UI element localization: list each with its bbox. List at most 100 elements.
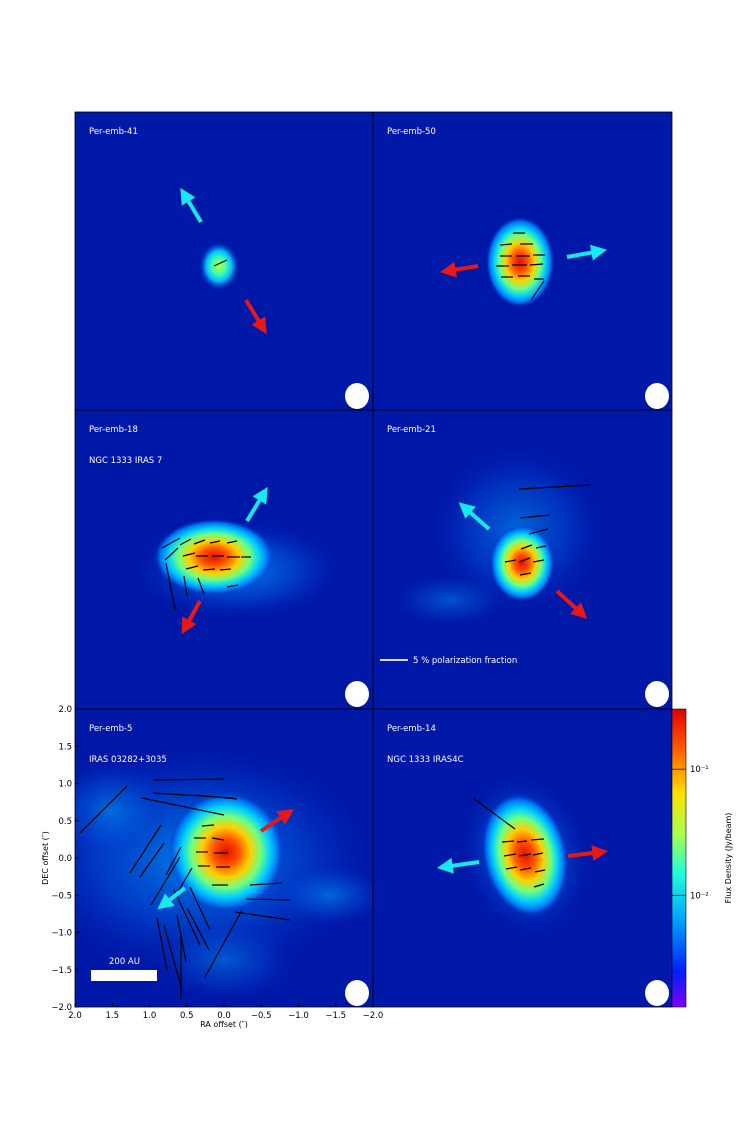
red-outflow-arrow (244, 298, 267, 335)
polarization-legend-label: 5 % polarization fraction (413, 656, 517, 666)
y-tick-label: −1.0 (51, 929, 72, 939)
polarization-vector (194, 794, 238, 800)
red-outflow-arrow (181, 600, 202, 635)
blue-outflow-arrow (436, 857, 480, 874)
blue-outflow-arrow (180, 187, 203, 224)
polarization-vectors (79, 778, 291, 1000)
panel-per-emb-50 (373, 112, 672, 410)
colorbar-label: Flux Density (Jy/beam) (724, 813, 733, 904)
polarization-vector (529, 263, 544, 266)
dust-halo (275, 865, 373, 925)
panel-subtitle: IRAS 03282+3035 (89, 755, 167, 765)
panel-per-emb-18 (75, 410, 373, 709)
polarization-vectors (161, 537, 251, 611)
y-tick-label: −2.0 (51, 1003, 72, 1013)
blue-outflow-arrow (245, 486, 268, 523)
polarization-vector (534, 869, 546, 873)
panel-title: Per-emb-14 (387, 724, 436, 734)
scalebar (91, 970, 157, 981)
panel-per-emb-14 (373, 709, 672, 1007)
colorbar-tick-label: 10⁻² (690, 891, 709, 901)
colorbar-tick-label: 10⁻¹ (690, 765, 709, 775)
y-tick-label: −0.5 (51, 891, 72, 901)
polarization-vector (211, 837, 225, 841)
polarization-vector (141, 797, 225, 816)
dust-halo (395, 575, 505, 625)
beam-ellipse (345, 980, 369, 1006)
polarization-vector (518, 484, 591, 490)
polarization-vector (504, 559, 517, 563)
panel-per-emb-5 (75, 709, 373, 1007)
polarization-vector (150, 856, 181, 906)
panel-title: Per-emb-50 (387, 127, 436, 137)
polarization-vector (165, 846, 182, 876)
y-tick-label: 1.5 (58, 742, 72, 752)
red-outflow-arrow (259, 809, 294, 833)
y-tick-label: 0.5 (58, 817, 72, 827)
blue-outflow-arrow (458, 502, 491, 531)
polarization-vector (530, 280, 545, 301)
polarization-vector (249, 882, 283, 886)
red-outflow-arrow (439, 261, 479, 278)
polarization-vector (501, 840, 515, 843)
beam-ellipse (345, 681, 369, 707)
panel-title: Per-emb-18 (89, 425, 138, 435)
polarization-vector (213, 259, 228, 267)
polarization-vector (202, 568, 216, 571)
y-axis: 2.0 1.5 1.0 0.5 0.0 −0.5 −1.0 −1.5 −2.0 (51, 705, 79, 1013)
polarization-vector (226, 584, 239, 588)
polarization-vector (182, 552, 196, 557)
polarization-vector (139, 842, 165, 878)
polarization-vector (156, 917, 168, 971)
polarization-vector (193, 539, 206, 545)
polarization-vector (186, 907, 210, 951)
beam-ellipse (645, 980, 669, 1006)
dust-emission (486, 217, 554, 307)
polarization-vector (152, 778, 225, 781)
beam-ellipse (345, 383, 369, 409)
polarization-vector (209, 540, 221, 544)
polarization-vector (79, 785, 128, 834)
polarization-vectors (472, 797, 546, 888)
polarization-vector (528, 528, 549, 535)
polarization-vector (533, 883, 545, 888)
polarization-vector (164, 547, 179, 561)
polarization-vector (179, 538, 192, 546)
red-outflow-arrow (567, 845, 609, 862)
polarization-vector (519, 867, 532, 871)
x-tick-label: −2.0 (363, 1011, 384, 1021)
panel-title: Per-emb-21 (387, 425, 436, 435)
polarization-vector (503, 853, 517, 857)
panel-per-emb-41 (75, 112, 373, 410)
polarization-vector (197, 577, 205, 595)
dust-halo (155, 920, 295, 1000)
polarization-vector (161, 537, 181, 549)
polarization-vector (173, 889, 201, 946)
polarization-vector (499, 243, 513, 246)
beam-ellipse (645, 681, 669, 707)
x-tick-label: 1.5 (105, 1011, 119, 1021)
polarization-vector (189, 886, 211, 931)
y-tick-label: −1.5 (51, 966, 72, 976)
polarization-vector (245, 898, 291, 901)
scalebar-label: 200 AU (109, 957, 140, 967)
x-axis: 2.0 1.5 1.0 0.5 0.0 −0.5 −1.0 −1.5 −2.0 (68, 1003, 383, 1021)
polarization-vector (204, 909, 243, 978)
blue-outflow-arrow (566, 244, 608, 261)
polarization-vector (165, 562, 176, 611)
colorbar-ticks: 10⁻¹ 10⁻² (672, 765, 709, 901)
x-tick-label: −0.5 (251, 1011, 272, 1021)
dust-halo (75, 760, 170, 860)
polarization-vector (201, 824, 215, 827)
dust-emission (199, 242, 239, 290)
y-axis-label: DEC offset (″) (41, 831, 50, 885)
y-tick-label: 0.0 (58, 854, 72, 864)
polarization-vector (472, 797, 516, 830)
x-tick-label: −1.0 (288, 1011, 309, 1021)
red-outflow-arrow (555, 589, 588, 619)
polarization-vector (519, 514, 551, 519)
polarization-vector (530, 838, 545, 841)
polarization-vector (532, 559, 545, 563)
x-tick-label: 0.0 (217, 1011, 231, 1021)
